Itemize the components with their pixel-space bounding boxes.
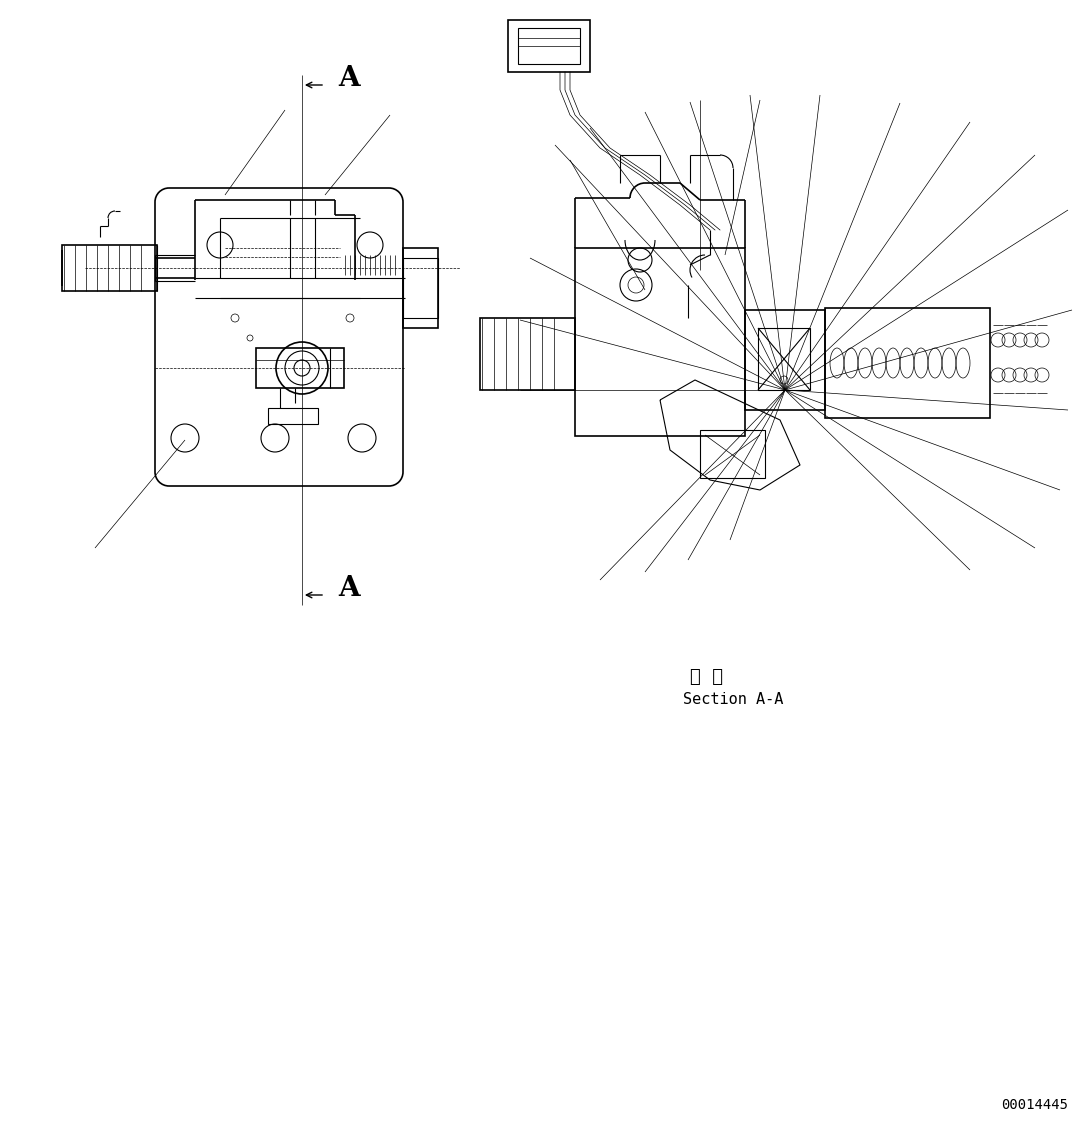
- Bar: [759, 328, 810, 390]
- Bar: [700, 430, 765, 478]
- Bar: [480, 318, 575, 390]
- Text: A: A: [338, 65, 359, 92]
- Bar: [575, 248, 745, 436]
- Bar: [518, 28, 581, 64]
- Bar: [508, 20, 590, 72]
- Text: Section A-A: Section A-A: [683, 692, 783, 707]
- Text: 断  面: 断 面: [689, 668, 723, 686]
- Text: 00014445: 00014445: [1001, 1097, 1068, 1112]
- Bar: [62, 245, 158, 291]
- Bar: [402, 248, 438, 328]
- Bar: [268, 408, 318, 424]
- Bar: [745, 311, 825, 410]
- Bar: [402, 258, 438, 318]
- Bar: [825, 308, 991, 418]
- Text: A: A: [338, 574, 359, 602]
- Bar: [256, 348, 344, 388]
